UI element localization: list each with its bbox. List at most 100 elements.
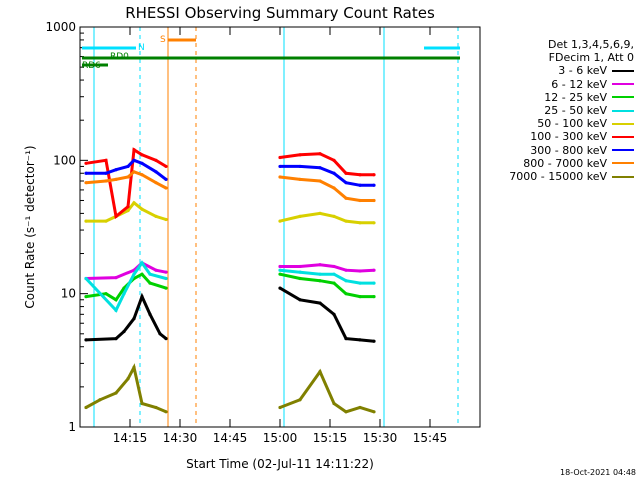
legend-swatch <box>612 122 634 125</box>
data-point-series-7 <box>126 175 130 179</box>
x-tick-label-14:45: 14:45 <box>213 431 248 445</box>
series-line-7-segment-0 <box>85 170 167 190</box>
data-point-series-8 <box>164 410 168 414</box>
data-point-series-5 <box>372 173 376 177</box>
data-point-series-5 <box>84 161 88 165</box>
data-point-series-8 <box>132 365 136 369</box>
data-point-series-7 <box>298 177 302 181</box>
data-point-series-5 <box>114 214 118 218</box>
x-tick-label-15:00: 15:00 <box>263 431 298 445</box>
y-tick-label-1: 1 <box>68 420 76 434</box>
footer-timestamp: 18-Oct-2021 04:48 <box>560 468 636 477</box>
data-point-series-1 <box>298 264 302 269</box>
y-tick-label-10: 10 <box>61 287 76 301</box>
data-point-series-3 <box>344 279 348 283</box>
data-point-series-8 <box>126 377 130 381</box>
data-point-series-0 <box>148 312 152 316</box>
data-point-series-5 <box>332 158 336 162</box>
data-point-series-0 <box>372 339 376 343</box>
legend-item: 100 - 300 keV <box>482 130 634 143</box>
data-point-series-2 <box>114 298 118 302</box>
flag-label-rd6: RD6 <box>82 61 101 71</box>
legend-item-label: 7000 - 15000 keV <box>509 170 607 184</box>
data-point-series-0 <box>298 298 302 302</box>
data-point-series-8 <box>98 398 102 402</box>
legend-item: 800 - 7000 keV <box>482 157 634 170</box>
x-tick-label-15:45: 15:45 <box>413 431 448 445</box>
legend-swatch <box>612 70 634 72</box>
data-point-series-1 <box>318 263 322 267</box>
data-point-series-3 <box>148 272 152 276</box>
data-point-series-4 <box>298 214 302 218</box>
data-point-series-1 <box>114 275 118 280</box>
data-point-series-4 <box>84 219 88 223</box>
data-point-series-7 <box>132 170 136 174</box>
data-point-series-7 <box>344 196 348 200</box>
series-line-8-segment-0 <box>85 363 167 414</box>
series-line-4-segment-0 <box>86 200 167 223</box>
legend-swatch <box>612 136 634 139</box>
data-point-series-0 <box>84 338 88 342</box>
data-point-series-5 <box>318 152 322 156</box>
legend-swatch <box>612 96 634 99</box>
legend-item: 6 - 12 keV <box>482 78 634 91</box>
data-point-series-8 <box>372 410 376 414</box>
data-point-series-3 <box>332 272 336 276</box>
legend-item: 50 - 100 keV <box>482 117 634 130</box>
data-point-series-8 <box>318 370 322 374</box>
data-point-series-6 <box>132 158 136 162</box>
data-point-series-7 <box>358 198 362 203</box>
data-point-series-8 <box>358 405 362 410</box>
data-point-series-6 <box>114 168 118 172</box>
data-point-series-6 <box>104 171 108 175</box>
legend-swatch <box>612 149 634 152</box>
y-tick-label-1000: 1000 <box>45 20 76 34</box>
data-point-series-4 <box>332 214 336 218</box>
legend-item: 300 - 800 keV <box>482 144 634 157</box>
data-point-series-1 <box>358 269 362 273</box>
data-point-series-0 <box>132 317 136 321</box>
x-axis-label: Start Time (02-Jul-11 14:11:22) <box>186 457 374 471</box>
legend: Det 1,3,4,5,6,9, FDecim 1, Att 0 3 - 6 k… <box>482 38 634 183</box>
data-point-series-3 <box>132 272 136 276</box>
series-line-2-segment-1 <box>279 272 374 299</box>
data-point-series-4 <box>104 219 108 223</box>
data-point-series-6 <box>84 171 88 175</box>
data-point-series-2 <box>104 292 108 296</box>
data-point-series-0 <box>358 338 362 342</box>
x-tick-label-15:15: 15:15 <box>313 431 348 445</box>
legend-item-label: 3 - 6 keV <box>558 64 607 78</box>
data-point-series-3 <box>114 308 118 312</box>
legend-swatch <box>612 162 634 165</box>
legend-header-line-2: FDecim 1, Att 0 <box>548 51 634 65</box>
legend-header-line-1: Det 1,3,4,5,6,9, <box>547 38 634 51</box>
flag-label-n: N <box>138 43 145 53</box>
data-point-series-7 <box>332 186 336 190</box>
data-point-series-3 <box>318 272 322 276</box>
data-point-series-3 <box>84 276 88 281</box>
data-point-series-6 <box>154 170 158 174</box>
data-point-series-7 <box>84 181 88 185</box>
data-point-series-5 <box>154 158 158 162</box>
data-point-series-2 <box>278 272 282 276</box>
data-point-series-0 <box>140 295 144 299</box>
data-point-series-4 <box>164 217 168 222</box>
data-point-series-4 <box>358 221 362 225</box>
data-point-series-0 <box>318 301 322 305</box>
data-point-series-6 <box>298 164 302 169</box>
legend-item-label: 100 - 300 keV <box>530 130 607 144</box>
legend-item: 25 - 50 keV <box>482 104 634 117</box>
data-point-series-7 <box>318 179 322 183</box>
series-line-6-segment-0 <box>86 158 167 181</box>
data-point-series-4 <box>372 221 376 225</box>
x-tick-label-14:30: 14:30 <box>163 431 198 445</box>
data-point-series-6 <box>358 183 362 187</box>
legend-swatch <box>612 175 634 178</box>
data-point-series-5 <box>344 171 348 175</box>
data-point-series-2 <box>298 276 302 281</box>
data-point-series-8 <box>344 410 348 414</box>
data-point-series-5 <box>278 155 282 160</box>
flag-label-s: S <box>160 35 166 45</box>
legend-item-label: 50 - 100 keV <box>537 117 607 131</box>
data-point-series-7 <box>164 186 168 190</box>
